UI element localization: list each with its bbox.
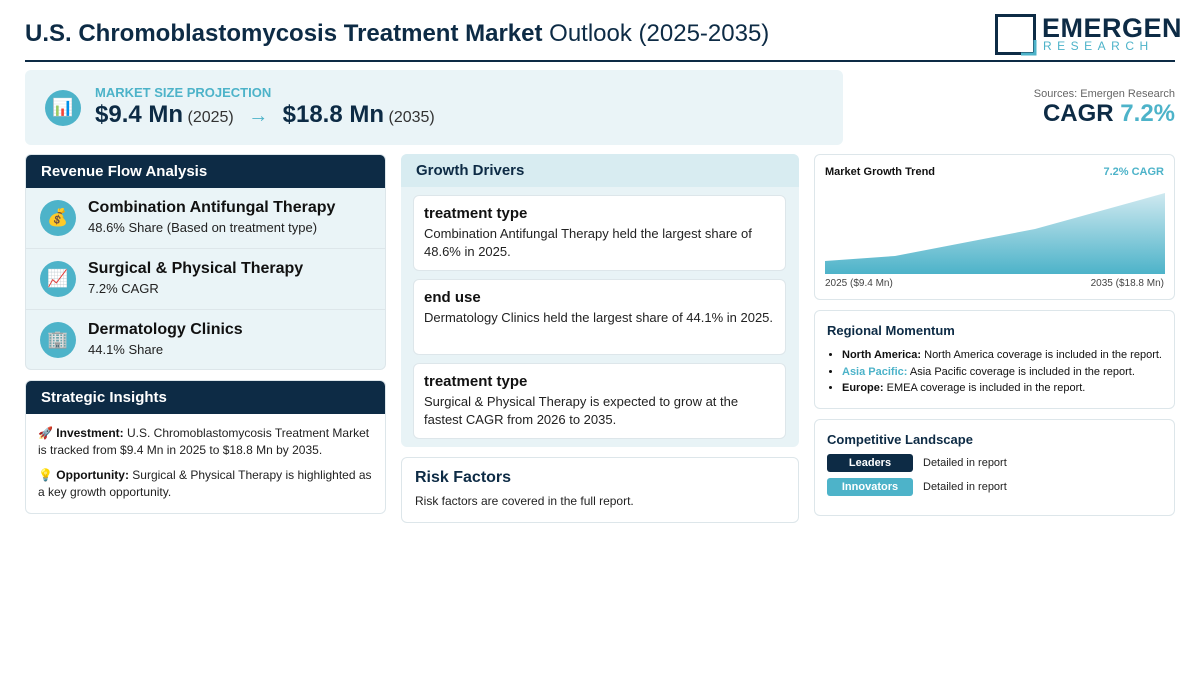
competitor-row: Innovators Detailed in report bbox=[827, 478, 1162, 496]
flow-icon: 📈 bbox=[40, 261, 76, 297]
risk-title: Risk Factors bbox=[415, 469, 512, 486]
competitive-landscape: Competitive Landscape Leaders Detailed in… bbox=[814, 419, 1175, 516]
insight: 🚀 Investment: U.S. Chromoblastomycosis T… bbox=[38, 425, 373, 459]
flow-icon: 💰 bbox=[40, 200, 76, 236]
driver-card: treatment type Surgical & Physical Therap… bbox=[413, 363, 786, 439]
section-title: Strategic Insights bbox=[26, 381, 385, 414]
sources: Sources: Emergen Research bbox=[1033, 88, 1175, 100]
driver-text: Dermatology Clinics held the largest sha… bbox=[424, 310, 774, 325]
competitor-tag: Innovators bbox=[827, 478, 913, 496]
flow-item: 📈 Surgical & Physical Therapy 7.2% CAGR bbox=[26, 249, 385, 310]
regional-title: Regional Momentum bbox=[827, 323, 955, 338]
driver-card: treatment type Combination Antifungal The… bbox=[413, 195, 786, 271]
driver-heading: treatment type bbox=[424, 205, 528, 222]
insight: 💡 Opportunity: Surgical & Physical Thera… bbox=[38, 467, 373, 501]
insight-label: Investment: bbox=[56, 426, 124, 440]
risk-factors: Risk Factors Risk factors are covered in… bbox=[401, 457, 799, 523]
flow-item: 💰 Combination Antifungal Therapy 48.6% Sha… bbox=[26, 188, 385, 249]
region-item: Asia Pacific: Asia Pacific coverage is i… bbox=[842, 364, 1162, 381]
competitor-tag: Leaders bbox=[827, 454, 913, 472]
flow-item: 🏢 Dermatology Clinics 44.1% Share bbox=[26, 310, 385, 369]
trend-end: 2035 ($18.8 Mn) bbox=[1090, 278, 1164, 289]
region-name: Asia Pacific: bbox=[842, 365, 908, 378]
cagr: CAGR 7.2% bbox=[1043, 100, 1175, 128]
section-title: Revenue Flow Analysis bbox=[26, 155, 385, 188]
projection-values: $9.4 Mn (2025) → $18.8 Mn (2035) bbox=[95, 101, 435, 129]
driver-heading: end use bbox=[424, 289, 481, 306]
page-title: U.S. Chromoblastomycosis Treatment Marke… bbox=[25, 20, 769, 48]
flow-detail: 44.1% Share bbox=[88, 342, 164, 357]
title-bold: U.S. Chromoblastomycosis Treatment Marke… bbox=[25, 20, 543, 47]
region-text: EMEA coverage is included in the report. bbox=[886, 382, 1086, 394]
regional-momentum: Regional Momentum North America: North A… bbox=[814, 310, 1175, 409]
trend-area bbox=[825, 193, 1165, 274]
trend-cagr: 7.2% CAGR bbox=[1103, 166, 1164, 178]
growth-drivers: Growth Drivers treatment type Combination… bbox=[401, 154, 799, 447]
risk-text: Risk factors are covered in the full rep… bbox=[415, 494, 634, 508]
trend-chart: Market Growth Trend 7.2% CAGR 2025 ($9.4… bbox=[814, 154, 1175, 300]
start-value: $9.4 Mn bbox=[95, 101, 184, 128]
insight-text: Surgical & Physical Therapy is highlight… bbox=[38, 468, 372, 499]
competitor-row: Leaders Detailed in report bbox=[827, 454, 1162, 472]
flow-detail: 7.2% CAGR bbox=[88, 281, 159, 296]
region-name: North America: bbox=[842, 349, 922, 361]
cagr-value: 7.2% bbox=[1120, 100, 1175, 127]
driver-text: Surgical & Physical Therapy is expected … bbox=[424, 394, 739, 427]
logo-sub: RESEARCH bbox=[1043, 39, 1154, 53]
driver-card: end use Dermatology Clinics held the larg… bbox=[413, 279, 786, 355]
projection-label: MARKET SIZE PROJECTION bbox=[95, 85, 272, 100]
flow-icon: 🏢 bbox=[40, 322, 76, 358]
end-year: (2035) bbox=[388, 109, 435, 126]
revenue-flow: Revenue Flow Analysis 💰 Combination Antif… bbox=[25, 154, 386, 370]
competitor-text: Detailed in report bbox=[923, 457, 1007, 469]
competitor-text: Detailed in report bbox=[923, 481, 1007, 493]
region-text: Asia Pacific coverage is included in the… bbox=[909, 365, 1135, 378]
projection-box: 📊 MARKET SIZE PROJECTION $9.4 Mn (2025) … bbox=[25, 70, 843, 145]
projection-icon: 📊 bbox=[45, 90, 81, 126]
strategic-insights: Strategic Insights 🚀 Investment: U.S. Ch… bbox=[25, 380, 386, 514]
flow-name: Dermatology Clinics bbox=[88, 321, 243, 338]
region-item: Europe: EMEA coverage is included in the… bbox=[842, 380, 1162, 397]
flow-name: Combination Antifungal Therapy bbox=[88, 199, 336, 216]
insight-icon: 🚀 bbox=[38, 426, 53, 440]
logo-main: EMERGEN bbox=[1042, 13, 1183, 43]
flow-name: Surgical & Physical Therapy bbox=[88, 260, 304, 277]
trend-title: Market Growth Trend bbox=[825, 166, 936, 178]
insight-label: Opportunity: bbox=[56, 468, 129, 482]
trend-start: 2025 ($9.4 Mn) bbox=[825, 278, 893, 289]
arrow: → bbox=[248, 105, 269, 127]
end-value: $18.8 Mn bbox=[282, 101, 385, 128]
region-item: North America: North America coverage is… bbox=[842, 347, 1162, 364]
driver-text: Combination Antifungal Therapy held the … bbox=[424, 226, 752, 259]
section-title: Growth Drivers bbox=[401, 154, 799, 187]
region-text: North America coverage is included in th… bbox=[924, 349, 1162, 361]
cagr-label: CAGR bbox=[1042, 100, 1114, 127]
flow-detail: 48.6% Share (Based on treatment type) bbox=[88, 220, 318, 235]
competitive-title: Competitive Landscape bbox=[827, 432, 973, 447]
region-name: Europe: bbox=[842, 382, 884, 394]
title-rest: Outlook (2025-2035) bbox=[549, 20, 770, 47]
insight-icon: 💡 bbox=[38, 468, 53, 482]
insight-text: U.S. Chromoblastomycosis Treatment Marke… bbox=[38, 426, 370, 457]
logo-mark bbox=[995, 14, 1037, 56]
start-year: (2025) bbox=[187, 109, 234, 126]
driver-heading: treatment type bbox=[424, 373, 528, 390]
header-rule bbox=[25, 60, 1175, 62]
